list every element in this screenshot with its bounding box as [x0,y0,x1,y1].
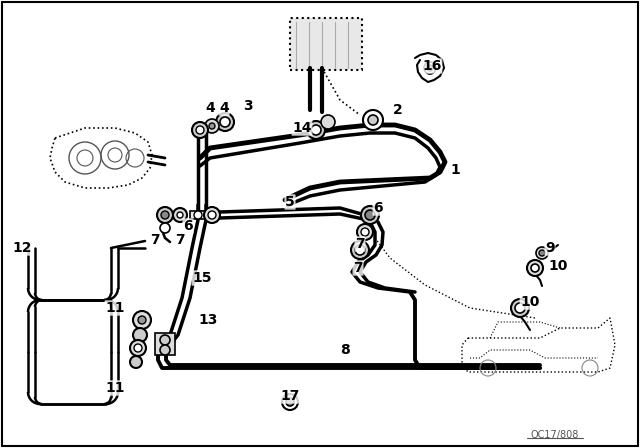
Text: 11: 11 [105,381,125,395]
Text: 10: 10 [520,295,540,309]
Circle shape [307,121,325,139]
Circle shape [363,110,383,130]
Text: 4: 4 [219,101,229,115]
Bar [290,18,362,70]
Circle shape [216,113,234,131]
Text: 15: 15 [192,271,212,285]
Circle shape [130,356,142,368]
Circle shape [368,115,378,125]
Text: 7: 7 [355,237,365,251]
Circle shape [539,250,545,256]
Circle shape [177,212,183,218]
Circle shape [365,210,375,220]
Circle shape [192,122,208,138]
Circle shape [511,299,529,317]
Circle shape [204,207,220,223]
Circle shape [160,345,170,355]
Circle shape [157,207,173,223]
Circle shape [160,335,170,345]
Text: 14: 14 [292,121,312,135]
Circle shape [130,340,146,356]
Circle shape [138,316,146,324]
Text: 5: 5 [285,195,295,209]
Text: 6: 6 [183,219,193,233]
Circle shape [208,211,216,219]
Circle shape [194,211,202,219]
Bar [155,333,175,355]
Text: 10: 10 [548,259,568,273]
Text: 9: 9 [545,241,555,255]
Circle shape [424,62,436,74]
Circle shape [286,398,294,406]
Text: 17: 17 [280,389,300,403]
Text: 13: 13 [198,313,218,327]
Circle shape [173,208,187,222]
Circle shape [133,311,151,329]
Circle shape [161,211,169,219]
Circle shape [351,241,369,259]
Text: 4: 4 [205,101,215,115]
Circle shape [311,125,321,135]
Circle shape [355,245,365,255]
Circle shape [196,126,204,134]
Circle shape [527,260,543,276]
Circle shape [209,123,215,129]
Text: 7: 7 [175,233,185,247]
Circle shape [515,303,525,313]
Text: 7: 7 [353,261,363,275]
Circle shape [357,224,373,240]
Text: 1: 1 [450,163,460,177]
Text: 11: 11 [105,301,125,315]
Circle shape [160,223,170,233]
Circle shape [134,344,142,352]
Text: 2: 2 [393,103,403,117]
Circle shape [531,264,539,272]
Text: 3: 3 [243,99,253,113]
Circle shape [321,115,335,129]
Circle shape [205,119,219,133]
Text: 6: 6 [373,201,383,215]
Circle shape [361,206,379,224]
Circle shape [361,228,369,236]
Bar [190,211,206,219]
Text: OC17/808: OC17/808 [531,430,579,440]
Text: 7: 7 [150,233,160,247]
Circle shape [536,247,548,259]
Circle shape [133,328,147,342]
Circle shape [427,65,433,71]
Text: 16: 16 [422,59,442,73]
Text: 12: 12 [12,241,32,255]
Circle shape [220,117,230,127]
Text: 8: 8 [340,343,350,357]
Circle shape [282,394,298,410]
